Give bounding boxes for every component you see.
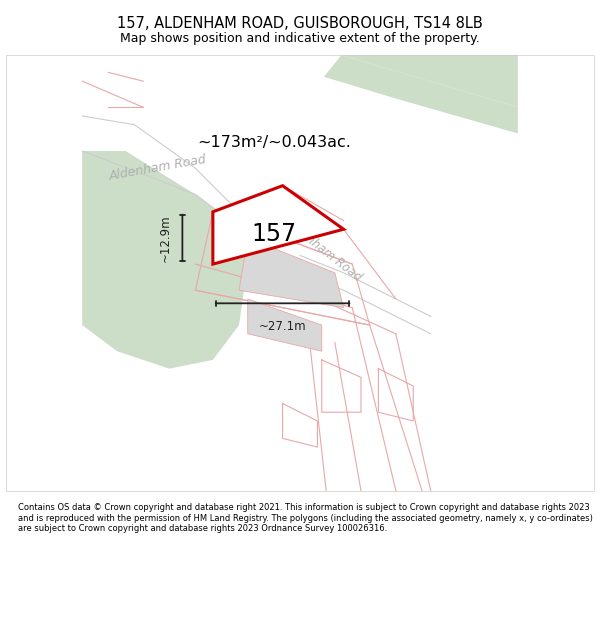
Text: ~12.9m: ~12.9m: [158, 214, 172, 262]
Text: ~173m²/~0.043ac.: ~173m²/~0.043ac.: [197, 134, 351, 149]
Text: Aldenham Road: Aldenham Road: [109, 153, 208, 183]
Text: Aldenham Road: Aldenham Road: [283, 216, 364, 284]
Polygon shape: [82, 116, 300, 290]
Text: ~27.1m: ~27.1m: [259, 320, 307, 333]
Polygon shape: [341, 55, 518, 108]
Text: 157, ALDENHAM ROAD, GUISBOROUGH, TS14 8LB: 157, ALDENHAM ROAD, GUISBOROUGH, TS14 8L…: [117, 16, 483, 31]
Polygon shape: [82, 55, 518, 491]
Text: 157: 157: [251, 222, 296, 246]
Text: Contains OS data © Crown copyright and database right 2021. This information is : Contains OS data © Crown copyright and d…: [18, 503, 593, 533]
Text: Map shows position and indicative extent of the property.: Map shows position and indicative extent…: [120, 32, 480, 45]
Polygon shape: [239, 238, 344, 308]
Polygon shape: [82, 55, 248, 369]
Polygon shape: [248, 299, 322, 351]
Polygon shape: [324, 55, 518, 133]
Polygon shape: [248, 221, 431, 334]
Polygon shape: [213, 186, 344, 264]
